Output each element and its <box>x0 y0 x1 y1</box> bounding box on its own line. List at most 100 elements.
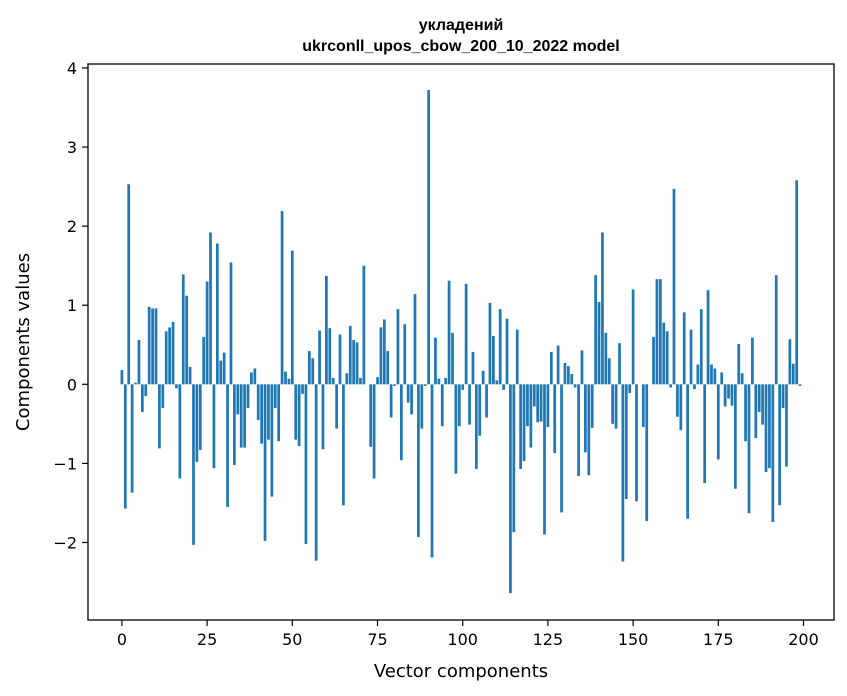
bar-35 <box>239 384 243 448</box>
bar-83 <box>403 324 407 385</box>
plot-frame <box>87 63 835 621</box>
bar-23 <box>198 384 202 450</box>
bar-76 <box>379 327 383 385</box>
bar-198 <box>795 180 799 385</box>
bar-49 <box>287 378 291 385</box>
bar-13 <box>164 331 168 385</box>
bar-40 <box>256 384 260 420</box>
bar-156 <box>652 336 655 385</box>
bar-158 <box>659 279 662 385</box>
bar-106 <box>481 370 485 385</box>
bar-87 <box>417 384 420 537</box>
bar-138 <box>590 384 594 428</box>
bar-77 <box>382 319 386 385</box>
bar-110 <box>495 380 499 385</box>
bar-81 <box>396 309 400 385</box>
bar-179 <box>730 384 734 406</box>
bar-174 <box>713 368 717 385</box>
bar-12 <box>161 384 165 409</box>
chart-title-line-2: ukrconll_upos_cbow_200_10_2022 model <box>302 38 619 55</box>
bar-133 <box>573 384 577 388</box>
bar-153 <box>641 384 645 428</box>
bar-186 <box>754 384 758 439</box>
bar-0 <box>120 370 124 385</box>
y-tick-label: 4 <box>67 59 77 78</box>
bar-131 <box>566 366 570 385</box>
bar-94 <box>440 384 444 427</box>
bar-162 <box>672 188 676 385</box>
bar-165 <box>682 312 686 385</box>
bar-89 <box>423 384 427 386</box>
bar-56 <box>311 358 315 385</box>
bar-80 <box>393 384 396 386</box>
bar-128 <box>556 345 560 385</box>
bar-32 <box>229 262 233 385</box>
bar-120 <box>529 384 533 448</box>
bar-2 <box>127 184 131 385</box>
bar-25 <box>205 281 209 385</box>
bar-8 <box>147 306 151 385</box>
bar-38 <box>250 372 253 385</box>
bar-29 <box>219 360 223 385</box>
bar-144 <box>611 384 615 424</box>
bar-82 <box>400 384 403 461</box>
bar-197 <box>791 363 795 385</box>
bar-135 <box>580 350 584 385</box>
bar-195 <box>785 384 788 467</box>
bar-183 <box>744 384 747 442</box>
y-tick-label: −2 <box>53 533 77 552</box>
bar-42 <box>263 384 267 541</box>
x-tick-label: 200 <box>788 630 819 649</box>
bar-100 <box>461 384 465 390</box>
bar-164 <box>679 384 683 431</box>
bar-115 <box>512 384 516 533</box>
chart-title-line-1: укладений <box>419 17 504 34</box>
bar-65 <box>342 384 345 506</box>
x-tick-label: 0 <box>117 630 127 649</box>
bar-67 <box>348 325 352 385</box>
bar-154 <box>645 384 649 522</box>
bar-163 <box>676 384 679 417</box>
bar-17 <box>178 384 182 479</box>
x-tick-label: 150 <box>618 630 649 649</box>
bar-79 <box>389 384 393 418</box>
bar-98 <box>454 384 458 474</box>
bar-112 <box>502 384 505 390</box>
bar-143 <box>607 358 611 385</box>
bar-22 <box>195 384 199 462</box>
bar-193 <box>778 384 782 506</box>
bar-15 <box>171 321 175 385</box>
bar-91 <box>430 384 434 558</box>
bar-74 <box>372 384 376 479</box>
x-tick-label: 50 <box>282 630 302 649</box>
bar-64 <box>338 334 342 385</box>
x-tick-label: 100 <box>447 630 478 649</box>
bar-102 <box>468 384 471 425</box>
bar-190 <box>768 384 771 469</box>
bar-124 <box>543 384 546 535</box>
bar-141 <box>601 232 604 385</box>
bar-118 <box>522 384 526 462</box>
bar-139 <box>594 275 597 385</box>
bar-181 <box>737 343 741 385</box>
bar-51 <box>294 384 298 440</box>
bar-185 <box>751 337 754 385</box>
bar-177 <box>723 384 727 407</box>
bar-167 <box>689 329 693 385</box>
bar-123 <box>539 384 543 422</box>
bar-18 <box>181 274 185 385</box>
bar-148 <box>624 384 628 499</box>
bar-6 <box>140 384 144 412</box>
y-tick-label: 3 <box>67 138 77 157</box>
bar-60 <box>325 275 328 385</box>
bar-59 <box>321 384 325 450</box>
bar-199 <box>798 384 802 386</box>
bar-52 <box>297 384 301 446</box>
bar-36 <box>243 384 246 448</box>
bar-10 <box>154 308 158 385</box>
bar-30 <box>222 352 226 385</box>
bar-182 <box>740 373 744 385</box>
bar-9 <box>151 308 154 385</box>
bar-176 <box>720 372 724 385</box>
bar-71 <box>362 265 366 385</box>
